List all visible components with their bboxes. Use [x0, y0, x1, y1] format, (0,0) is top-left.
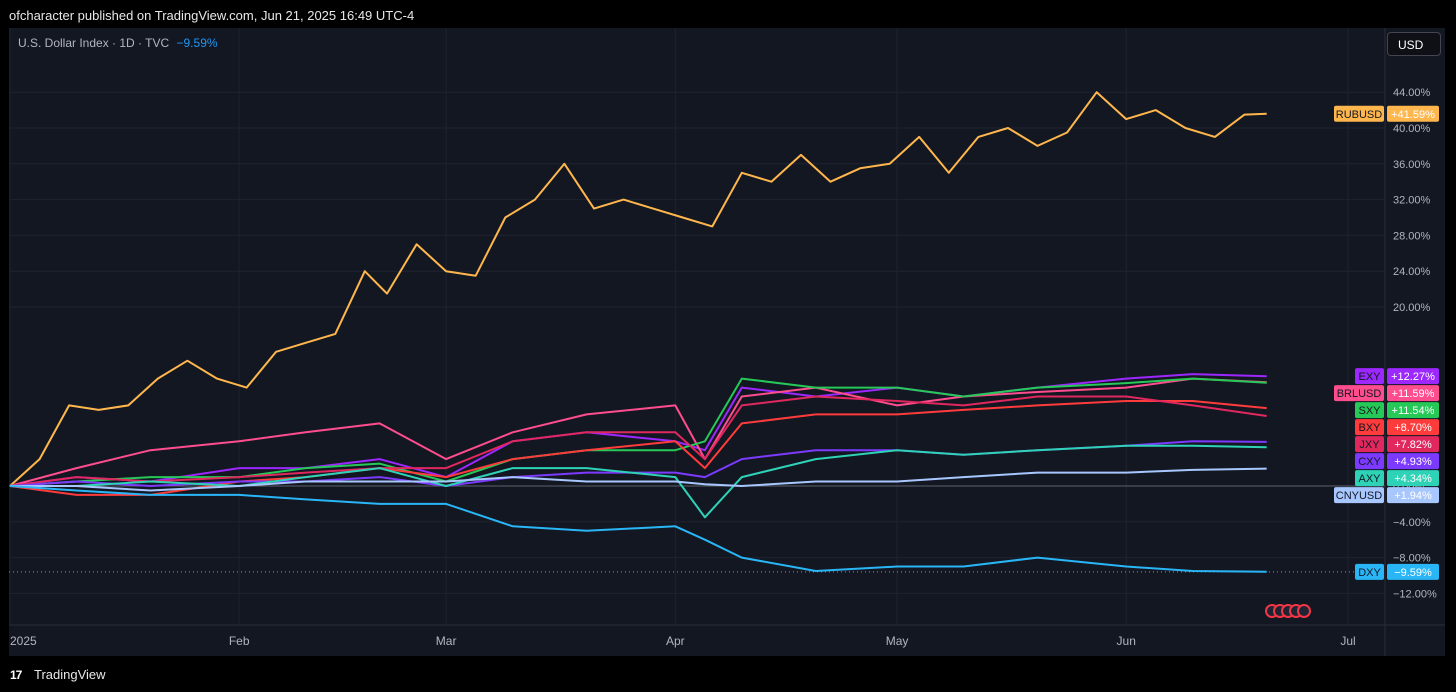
- series-name-tag: [1355, 402, 1384, 419]
- y-tick-label: 40.00%: [1393, 123, 1431, 135]
- series-name-tag: [1355, 563, 1384, 580]
- series-value-label: +11.59%: [1392, 388, 1435, 400]
- series-line-cnyusd: [10, 467, 1267, 492]
- series-value-tag: [1387, 436, 1439, 453]
- series-value-label: +12.27%: [1391, 371, 1435, 383]
- series-name-label: EXY: [1358, 371, 1381, 383]
- series-name-tag: [1355, 436, 1384, 453]
- series-name-tag: [1334, 105, 1384, 122]
- chart-panel[interactable]: 44.00% 40.00% 36.00% 32.00% 28.00% 24.00% 20.0…: [9, 28, 1445, 656]
- series-line-rubusd: [9, 91, 1267, 487]
- x-tick-label: May: [886, 634, 909, 648]
- series-name-label: JXY: [1359, 439, 1380, 451]
- series-value-tag: [1387, 453, 1439, 470]
- series-name-label: AXY: [1358, 473, 1381, 485]
- series-value-tag: [1387, 563, 1439, 580]
- y-tick-label: −12.00%: [1393, 588, 1437, 600]
- x-tick-label: Feb: [229, 634, 250, 648]
- symbol-legend[interactable]: U.S. Dollar Index · 1D · TVC −9.59%: [18, 36, 218, 50]
- series-value-label: +7.82%: [1394, 439, 1432, 451]
- series-line-dxy: [9, 485, 1267, 573]
- series-name-tag: [1355, 453, 1384, 470]
- publish-header: ofcharacter published on TradingView.com…: [0, 0, 1456, 28]
- series-name-tag: [1334, 385, 1384, 402]
- series-value-label: +1.94%: [1394, 490, 1432, 502]
- series-value-label: +41.59%: [1391, 109, 1435, 121]
- publish-info: ofcharacter published on TradingView.com…: [9, 8, 415, 23]
- y-tick-label: 36.00%: [1393, 159, 1431, 171]
- series-name-tag: [1355, 419, 1384, 436]
- series-name-tag: [1355, 368, 1384, 385]
- series-value-label: +4.34%: [1394, 473, 1432, 485]
- series-name-label: CNYUSD: [1336, 490, 1383, 502]
- series-name-label: BXY: [1358, 422, 1381, 434]
- tradingview-logo-icon[interactable]: 17: [10, 668, 22, 682]
- y-tick-label: 44.00%: [1393, 87, 1431, 99]
- series-value-tag: [1387, 470, 1439, 487]
- series-name-label: SXY: [1358, 405, 1381, 417]
- symbol-name[interactable]: U.S. Dollar Index · 1D · TVC: [18, 36, 170, 50]
- series-value-label: +11.54%: [1392, 405, 1435, 417]
- series-name-label: DXY: [1358, 567, 1381, 579]
- series-value-label: +8.70%: [1394, 422, 1432, 434]
- y-tick-label: 28.00%: [1393, 230, 1431, 242]
- x-tick-label: Jun: [1117, 634, 1136, 648]
- y-tick-label: −4.00%: [1393, 517, 1431, 529]
- series-value-tag: [1387, 105, 1439, 122]
- y-tick-label: −8.00%: [1393, 553, 1431, 565]
- series-name-tag: [1334, 487, 1384, 504]
- series-value-tag: [1387, 368, 1439, 385]
- flag-icon[interactable]: [1297, 604, 1311, 618]
- series-name-label: BRLUSD: [1337, 388, 1382, 400]
- x-tick-label: Apr: [666, 634, 685, 648]
- series-value-tag: [1387, 385, 1439, 402]
- footer: 17 TradingView: [0, 656, 1456, 692]
- series-name-tag: [1355, 470, 1384, 487]
- series-line-jxy: [9, 395, 1267, 487]
- series-value-tag: [1387, 402, 1439, 419]
- series-value-label: −9.59%: [1394, 567, 1432, 579]
- series-value-tag: [1387, 419, 1439, 436]
- x-tick-label: 2025: [10, 634, 37, 648]
- series-name-label: CXY: [1358, 456, 1381, 468]
- x-tick-label: Mar: [436, 634, 457, 648]
- brand-name[interactable]: TradingView: [34, 667, 106, 682]
- x-tick-label: Jul: [1340, 634, 1355, 648]
- currency-button[interactable]: USD: [1387, 32, 1441, 56]
- y-tick-label: 20.00%: [1393, 302, 1431, 314]
- y-tick-label: 24.00%: [1393, 266, 1431, 278]
- series-value-tag: [1387, 487, 1439, 504]
- series-name-label: RUBUSD: [1336, 109, 1383, 121]
- series-line-brlusd: [9, 377, 1267, 487]
- series-value-label: +4.93%: [1394, 456, 1432, 468]
- events-icon[interactable]: [1265, 604, 1311, 623]
- symbol-change: −9.59%: [176, 36, 218, 50]
- y-tick-label: 32.00%: [1393, 195, 1431, 207]
- line-chart[interactable]: 44.00% 40.00% 36.00% 32.00% 28.00% 24.00% 20.0…: [9, 28, 1445, 656]
